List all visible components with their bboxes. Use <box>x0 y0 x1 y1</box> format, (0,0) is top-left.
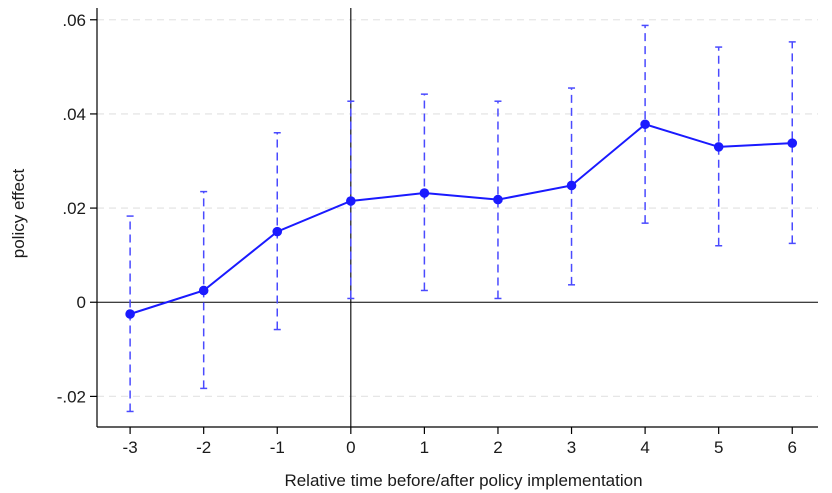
x-tick-label: -2 <box>196 438 211 457</box>
data-point <box>346 196 356 206</box>
confidence-intervals <box>126 24 796 413</box>
y-tick-label: 0 <box>77 293 86 312</box>
x-tick-label: 3 <box>567 438 576 457</box>
x-tick-label: -1 <box>270 438 285 457</box>
data-point <box>419 188 430 198</box>
y-tick-label: .02 <box>62 199 86 218</box>
data-point <box>198 285 209 296</box>
y-tick-label: .04 <box>62 105 86 124</box>
x-tick-label: 4 <box>640 438 649 457</box>
x-tick-label: -3 <box>123 438 138 457</box>
axes <box>90 8 818 434</box>
gridlines <box>97 19 818 398</box>
series-line-path <box>129 123 793 315</box>
x-tick-label: 1 <box>420 438 429 457</box>
data-point <box>640 119 650 130</box>
data-point <box>566 180 577 191</box>
tick-labels: -.02 0 .02 .04 .06 -3 -2 -1 0 1 2 3 4 5 6 <box>57 11 797 457</box>
data-point <box>787 138 798 148</box>
y-axis-label: policy effect <box>9 169 28 259</box>
y-tick-label: .06 <box>62 11 86 30</box>
x-axis-label: Relative time before/after policy implem… <box>284 471 642 490</box>
x-tick-label: 0 <box>346 438 355 457</box>
data-point <box>272 226 283 237</box>
y-tick-label: -.02 <box>57 387 86 406</box>
x-tick-label: 2 <box>493 438 502 457</box>
data-point <box>493 194 503 205</box>
x-tick-label: 5 <box>714 438 723 457</box>
series-line <box>129 123 793 315</box>
x-tick-label: 6 <box>788 438 797 457</box>
series-points <box>125 119 798 319</box>
data-point <box>713 142 724 152</box>
data-point <box>125 309 135 319</box>
